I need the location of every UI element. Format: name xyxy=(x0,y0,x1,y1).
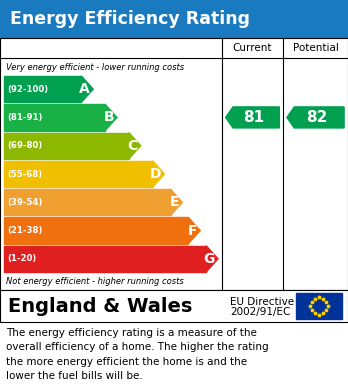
Text: (1-20): (1-20) xyxy=(7,255,36,264)
Bar xyxy=(0,0,348,38)
Text: 82: 82 xyxy=(306,110,327,125)
Polygon shape xyxy=(188,217,200,244)
Bar xyxy=(4,161,153,187)
Polygon shape xyxy=(153,161,165,187)
Text: 2002/91/EC: 2002/91/EC xyxy=(230,307,290,317)
Text: Energy Efficiency Rating: Energy Efficiency Rating xyxy=(10,10,250,28)
Text: D: D xyxy=(150,167,161,181)
Text: EU Directive: EU Directive xyxy=(230,297,294,307)
Text: The energy efficiency rating is a measure of the
overall efficiency of a home. T: The energy efficiency rating is a measur… xyxy=(6,328,269,381)
Text: (92-100): (92-100) xyxy=(7,84,48,93)
Text: C: C xyxy=(127,139,138,153)
Bar xyxy=(0,38,348,290)
Text: B: B xyxy=(103,110,114,124)
Text: G: G xyxy=(204,252,215,266)
Bar xyxy=(4,104,105,131)
Text: Potential: Potential xyxy=(293,43,339,53)
Text: (69-80): (69-80) xyxy=(7,141,42,150)
Polygon shape xyxy=(129,133,141,159)
Polygon shape xyxy=(206,246,218,272)
Bar xyxy=(4,217,188,244)
Bar xyxy=(0,290,348,322)
Text: Current: Current xyxy=(233,43,272,53)
Text: E: E xyxy=(170,195,179,209)
Bar xyxy=(4,76,81,102)
Polygon shape xyxy=(287,107,344,128)
Polygon shape xyxy=(226,107,279,128)
Text: 81: 81 xyxy=(243,110,264,125)
Bar xyxy=(4,133,129,159)
Polygon shape xyxy=(105,104,117,131)
Text: (55-68): (55-68) xyxy=(7,170,42,179)
Bar xyxy=(296,293,342,319)
Polygon shape xyxy=(171,189,182,215)
Text: (81-91): (81-91) xyxy=(7,113,42,122)
Text: A: A xyxy=(79,82,90,96)
Bar xyxy=(4,189,171,215)
Text: (39-54): (39-54) xyxy=(7,198,42,207)
Text: England & Wales: England & Wales xyxy=(8,296,192,316)
Bar xyxy=(4,246,206,272)
Polygon shape xyxy=(81,76,93,102)
Text: F: F xyxy=(188,224,197,238)
Text: (21-38): (21-38) xyxy=(7,226,42,235)
Text: Not energy efficient - higher running costs: Not energy efficient - higher running co… xyxy=(6,278,184,287)
Text: Very energy efficient - lower running costs: Very energy efficient - lower running co… xyxy=(6,63,184,72)
